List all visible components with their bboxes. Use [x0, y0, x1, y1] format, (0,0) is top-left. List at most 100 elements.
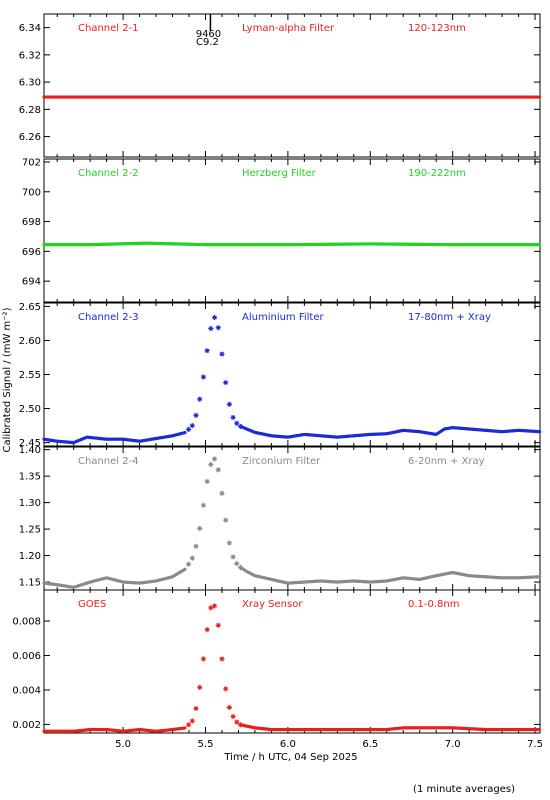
data-point: [230, 414, 236, 421]
data-point: [223, 517, 229, 523]
data-point: [219, 490, 225, 496]
data-point: [223, 379, 229, 386]
y-tick-label: 6.28: [19, 105, 41, 116]
series-markers: [42, 456, 542, 589]
data-point: [189, 422, 195, 429]
band-label: 190-222nm: [408, 168, 466, 179]
data-point: [219, 351, 225, 357]
y-tick-label: 6.26: [19, 132, 41, 143]
band-label: 120-123nm: [408, 23, 466, 34]
y-tick-label: 2.60: [19, 336, 41, 347]
data-point: [189, 718, 195, 724]
y-tick-label: 1.25: [19, 525, 41, 536]
data-point: [183, 430, 187, 435]
y-tick-label: 2.50: [19, 404, 41, 415]
data-point: [204, 478, 210, 485]
data-point: [204, 348, 210, 354]
data-point: [223, 686, 229, 692]
x-axis-title: Time / h UTC, 04 Sep 2025: [223, 752, 357, 763]
data-point: [211, 603, 218, 609]
data-point: [183, 567, 187, 571]
data-point: [183, 726, 187, 730]
data-point: [200, 374, 207, 380]
data-point: [197, 396, 203, 402]
y-tick-label: 0.002: [12, 720, 41, 731]
y-tick-label: 1.30: [19, 498, 41, 509]
series-markers: [42, 603, 542, 733]
data-point: [185, 722, 192, 728]
data-point: [211, 456, 218, 462]
data-point: [537, 430, 542, 434]
channel-label: GOES: [78, 599, 106, 610]
filter-label: Aluminium Filter: [242, 312, 325, 323]
data-point: [204, 627, 210, 633]
channel-label: Channel 2-2: [78, 168, 139, 179]
x-tick-label: 6.0: [280, 739, 296, 750]
band-label: 17-80nm + Xray: [408, 312, 491, 323]
data-point: [193, 705, 199, 712]
y-axis-title: Calibrated Signal / (mW m⁻²): [2, 307, 13, 452]
channel-label: Channel 2-4: [78, 456, 139, 467]
series-markers: [42, 95, 542, 99]
data-point: [200, 502, 207, 508]
data-point: [230, 713, 236, 720]
filter-label: Herzberg Filter: [242, 168, 317, 179]
x-tick-label: 7.5: [527, 739, 543, 750]
footnote-text: (1 minute averages): [413, 784, 515, 795]
y-tick-label: 6.34: [19, 23, 41, 34]
data-point: [193, 543, 199, 549]
y-tick-label: 2.65: [19, 302, 41, 313]
data-point: [208, 325, 214, 332]
y-tick-label: 0.004: [12, 685, 41, 696]
panel-frame: [43, 302, 541, 447]
y-tick-label: 2.45: [19, 438, 41, 449]
y-tick-label: 1.15: [19, 578, 41, 589]
data-point: [226, 401, 232, 407]
y-tick-label: 1.40: [19, 445, 41, 456]
data-point: [219, 656, 225, 662]
data-point: [537, 243, 542, 247]
data-point: [211, 314, 218, 321]
x-tick-label: 6.5: [362, 739, 378, 750]
y-tick-label: 698: [22, 217, 41, 228]
data-point: [234, 420, 240, 426]
data-point: [215, 622, 221, 628]
data-point: [537, 575, 542, 579]
data-point: [197, 684, 203, 690]
y-tick-label: 694: [22, 277, 41, 288]
channel-label: Channel 2-3: [78, 312, 139, 323]
panel-3: 2.45 2.50 2.55 2.60 2.65 Channel 2-3 Aluminium…: [19, 302, 542, 449]
panel-frame: [43, 158, 541, 303]
data-point: [226, 704, 232, 711]
panel-frame: [43, 589, 541, 734]
y-tick-label: 0.008: [12, 617, 41, 628]
data-point: [537, 95, 542, 99]
data-point: [234, 719, 240, 725]
data-point: [208, 461, 214, 468]
data-point: [208, 605, 214, 611]
y-tick-label: 2.55: [19, 370, 41, 381]
event-marker-id: 9460: [196, 29, 221, 40]
channel-label: Channel 2-1: [78, 23, 139, 34]
panel-frame: [43, 446, 541, 591]
y-tick-label: 700: [22, 187, 41, 198]
series-markers: [42, 241, 542, 247]
panel-frame: [43, 13, 541, 158]
data-point: [226, 540, 232, 546]
panel-4: 1.15 1.20 1.25 1.30 1.35 1.40 Channel 2-4 Zirco…: [19, 445, 542, 591]
x-tick-label: 5.0: [115, 739, 131, 750]
series-markers: [42, 314, 542, 445]
panel-1: 6.26 6.28 6.30 6.32 6.34 Channel 2-1 Lyman-alp…: [19, 13, 542, 158]
y-tick-label: 0.006: [12, 651, 41, 662]
data-point: [197, 525, 203, 532]
y-tick-label: 696: [22, 247, 41, 258]
data-point: [189, 555, 195, 561]
y-tick-label: 1.35: [19, 472, 41, 483]
panel-2: 694 696 698 700 702 Channel 2-2 Herzberg Filte…: [22, 157, 542, 303]
y-tick-label: 1.20: [19, 551, 41, 562]
panel-5: 0.002 0.004 0.006 0.008 GOES Xray Sensor 0.1-0…: [12, 589, 542, 734]
data-point: [230, 554, 236, 560]
x-tick-label: 7.0: [445, 739, 461, 750]
data-point: [185, 561, 192, 567]
y-tick-label: 6.30: [19, 78, 41, 89]
